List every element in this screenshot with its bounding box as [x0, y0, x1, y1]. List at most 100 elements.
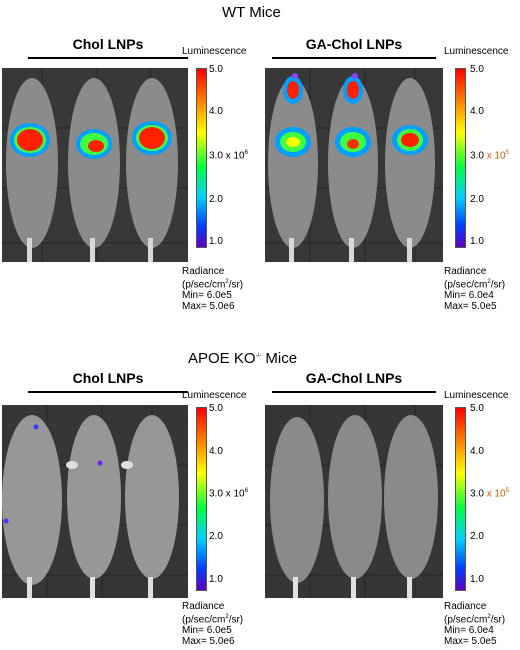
apoe-gachol-tick-3: 3.0 x 105: [470, 488, 509, 499]
apoe-chol-tick-2: 2.0: [209, 531, 223, 542]
apoe-chol-spot-1: [33, 424, 39, 430]
wt-gachol-signal-1: [275, 127, 311, 157]
wt-gachol-signal-3: [392, 125, 428, 155]
wt-gachol-head-signal-1: [283, 73, 303, 104]
wt-gachol-scale-exp: 5: [505, 150, 509, 156]
apoe-chol-mouse-image: [2, 405, 188, 598]
apoe-gachol-mouse-image: [265, 405, 443, 598]
wt-section-title: WT Mice: [222, 4, 281, 21]
wt-gachol-unit-a: (p/sec/cm: [444, 279, 488, 291]
apoe-gachol-tick-4: 4.0: [470, 446, 484, 457]
apoe-chol-max: Max= 5.0e6: [182, 636, 235, 648]
wt-gachol-colorbar: [455, 68, 466, 248]
wt-gachol-radiance-unit: (p/sec/cm2/sr): [444, 277, 505, 290]
wt-gachol-min: Min= 6.0e4: [444, 290, 494, 302]
apoe-chol-tick-3-value: 3.0: [209, 488, 223, 500]
wt-gachol-tick-1: 1.0: [470, 236, 484, 247]
apoe-gachol-scale-exp: 5: [505, 488, 509, 494]
apoe-chol-scale-exp: 6: [244, 488, 248, 494]
wt-chol-tick-5: 5.0: [209, 64, 223, 75]
apoe-title-end: Mice: [261, 350, 298, 367]
wt-chol-tick-3-value: 3.0: [209, 150, 223, 162]
apoe-gachol-tick-3-value: 3.0: [470, 488, 484, 500]
apoe-gachol-mouse-svg: [265, 405, 443, 598]
apoe-chol-scale-mult: x 10: [225, 488, 245, 500]
wt-gachol-tick-4: 4.0: [470, 106, 484, 117]
apoe-chol-radiance-label: Radiance: [182, 601, 225, 612]
wt-chol-label: Chol LNPs: [72, 36, 144, 52]
wt-chol-min: Min= 6.0e5: [182, 290, 232, 302]
apoe-gachol-min: Min= 6.0e4: [444, 625, 494, 637]
apoe-chol-unit-b: /sr): [228, 614, 244, 626]
wt-chol-signal-2: [76, 129, 112, 159]
apoe-chol-min: Min= 6.0e5: [182, 625, 232, 637]
wt-chol-radiance-unit: (p/sec/cm2/sr): [182, 277, 243, 290]
apoe-gachol-unit-a: (p/sec/cm: [444, 614, 488, 626]
apoe-gachol-label: GA-Chol LNPs: [305, 370, 403, 386]
wt-gachol-mouse-image: [265, 68, 443, 262]
apoe-chol-unit-sup: 2: [225, 614, 229, 620]
apoe-gachol-luminescence-label: Luminescence: [444, 390, 509, 401]
apoe-gachol-tick-1: 1.0: [470, 574, 484, 585]
wt-gachol-luminescence-label: Luminescence: [444, 46, 509, 57]
wt-chol-scale-exp: 6: [244, 150, 248, 156]
wt-chol-tick-1: 1.0: [209, 236, 223, 247]
apoe-gachol-unit-b: /sr): [490, 614, 506, 626]
apoe-gachol-radiance-unit: (p/sec/cm2/sr): [444, 612, 505, 625]
apoe-title-main: APOE KO: [188, 350, 256, 367]
apoe-chol-spot-2: [97, 460, 103, 466]
wt-gachol-tick-5: 5.0: [470, 64, 484, 75]
apoe-chol-unit-a: (p/sec/cm: [182, 614, 226, 626]
apoe-title-sup: -/-: [255, 353, 262, 359]
apoe-gachol-radiance-label: Radiance: [444, 601, 487, 612]
wt-chol-radiance-info: Radiance (p/sec/cm2/sr) Min= 6.0e5 Max= …: [182, 266, 243, 312]
apoe-gachol-scale-mult: x 10: [486, 488, 506, 500]
apoe-chol-tick-4: 4.0: [209, 446, 223, 457]
apoe-gachol-unit-sup: 2: [487, 614, 491, 620]
wt-gachol-rule: [272, 57, 436, 59]
wt-chol-tick-2: 2.0: [209, 194, 223, 205]
wt-gachol-mouse-svg: [265, 68, 443, 262]
wt-chol-max: Max= 5.0e6: [182, 301, 235, 313]
wt-gachol-label: GA-Chol LNPs: [305, 36, 403, 52]
wt-gachol-tick-3-value: 3.0: [470, 150, 484, 162]
apoe-chol-tick-3: 3.0 x 106: [209, 488, 248, 499]
wt-gachol-unit-b: /sr): [490, 279, 506, 291]
wt-chol-mouse-svg: [2, 68, 188, 262]
wt-chol-radiance-label: Radiance: [182, 266, 225, 277]
wt-chol-scale-mult: x 10: [225, 150, 245, 162]
apoe-gachol-colorbar: [455, 407, 466, 591]
apoe-gachol-radiance-info: Radiance (p/sec/cm2/sr) Min= 6.0e4 Max= …: [444, 601, 505, 647]
apoe-chol-label: Chol LNPs: [72, 370, 144, 386]
wt-chol-unit-a: (p/sec/cm: [182, 279, 226, 291]
wt-gachol-radiance-info: Radiance (p/sec/cm2/sr) Min= 6.0e4 Max= …: [444, 266, 505, 312]
wt-chol-unit-b: /sr): [228, 279, 244, 291]
wt-chol-tick-3: 3.0 x 106: [209, 150, 248, 161]
apoe-chol-tick-5: 5.0: [209, 403, 223, 414]
wt-chol-tick-4: 4.0: [209, 106, 223, 117]
apoe-gachol-max: Max= 5.0e5: [444, 636, 497, 648]
apoe-chol-rule: [28, 391, 188, 393]
wt-gachol-head-signal-2: [343, 73, 363, 104]
wt-chol-signal-1: [10, 123, 50, 157]
wt-gachol-signal-2: [335, 127, 371, 157]
wt-gachol-radiance-label: Radiance: [444, 266, 487, 277]
wt-chol-mouse-image: [2, 68, 188, 262]
wt-gachol-tick-3: 3.0 x 105: [470, 150, 509, 161]
wt-chol-signal-3: [132, 121, 172, 155]
apoe-chol-radiance-unit: (p/sec/cm2/sr): [182, 612, 243, 625]
apoe-chol-tick-1: 1.0: [209, 574, 223, 585]
wt-chol-rule: [28, 57, 188, 59]
apoe-chol-radiance-info: Radiance (p/sec/cm2/sr) Min= 6.0e5 Max= …: [182, 601, 243, 647]
wt-gachol-max: Max= 5.0e5: [444, 301, 497, 313]
wt-chol-luminescence-label: Luminescence: [182, 46, 247, 57]
wt-gachol-unit-sup: 2: [487, 279, 491, 285]
wt-gachol-scale-mult: x 10: [486, 150, 506, 162]
wt-chol-colorbar: [196, 68, 207, 248]
apoe-chol-mouse-svg: [2, 405, 188, 598]
apoe-chol-luminescence-label: Luminescence: [182, 390, 247, 401]
wt-chol-unit-sup: 2: [225, 279, 229, 285]
apoe-gachol-tick-5: 5.0: [470, 403, 484, 414]
apoe-gachol-rule: [272, 391, 436, 393]
apoe-section-title: APOE KO-/- Mice: [188, 350, 297, 367]
